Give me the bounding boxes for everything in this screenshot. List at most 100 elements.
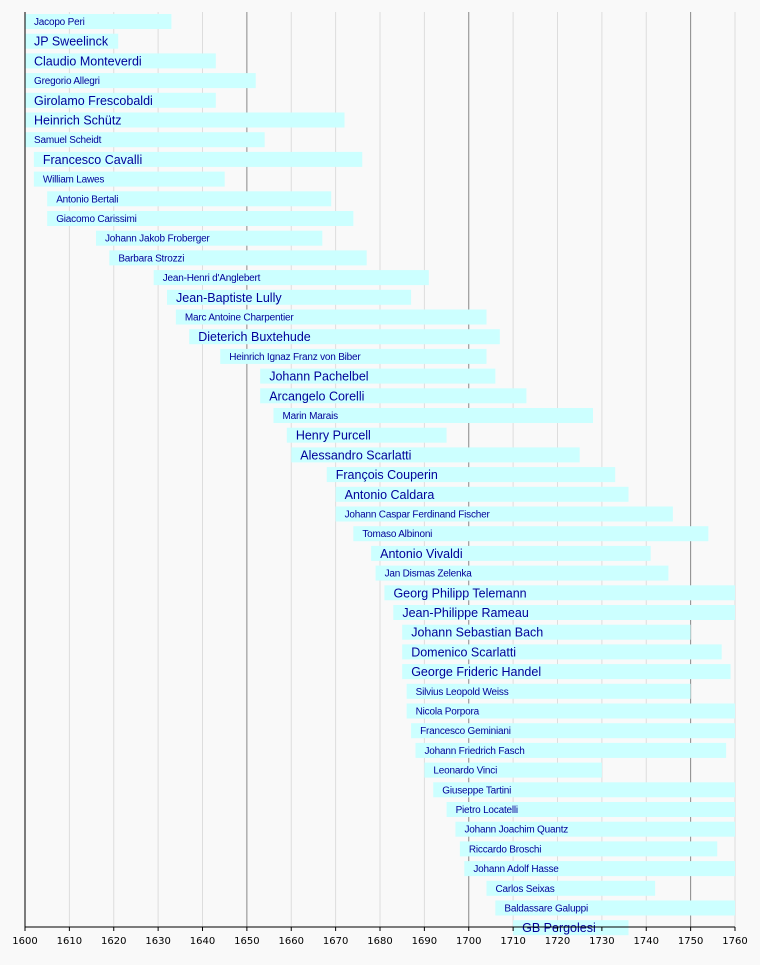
x-tick-label-1710: 1710 [500,936,525,947]
composer-label-7: Francesco Cavalli [43,153,142,167]
composer-label-20: Marin Marais [283,411,339,422]
bar-15 [175,309,487,325]
bar-23 [326,467,616,483]
bar-13 [153,270,429,286]
composer-label-27: Antonio Vivaldi [380,547,462,561]
composer-bars [25,14,735,936]
bar-22 [291,447,580,463]
bar-45 [495,900,735,916]
composer-label-11: Johann Jakob Froberger [105,234,210,245]
x-tick-label-1650: 1650 [234,936,259,947]
composer-label-31: Johann Sebastian Bach [411,626,543,640]
bar-41 [455,821,735,837]
bar-42 [459,841,718,857]
composer-label-9: Antonio Bertali [56,194,118,205]
bar-14 [167,289,412,305]
composer-label-34: Silvius Leopold Weiss [416,687,509,698]
composer-label-23: François Couperin [336,468,438,482]
bar-9 [47,191,332,207]
bar-7 [33,151,363,167]
composer-label-26: Tomaso Albinoni [362,529,432,540]
bar-39 [433,782,735,798]
composer-label-4: Girolamo Frescobaldi [34,94,153,108]
bar-34 [406,683,691,699]
composer-label-32: Domenico Scarlatti [411,645,516,659]
bar-10 [47,211,354,226]
composer-label-12: Barbara Strozzi [118,253,184,264]
bar-32 [402,644,722,660]
bar-24 [335,486,629,502]
x-tick-label-1660: 1660 [279,936,304,947]
composer-label-29: Georg Philipp Telemann [393,586,526,600]
bar-40 [446,802,735,817]
composer-labels: Jacopo Peri JP Sweelinck Claudio Monteverd… [34,17,596,935]
composer-label-43: Johann Adolf Hasse [473,864,559,875]
x-tick-label-1690: 1690 [412,936,437,947]
composer-label-17: Heinrich Ignaz Franz von Biber [229,352,361,363]
composer-label-1: JP Sweelinck [34,35,109,49]
composer-label-6: Samuel Scheidt [34,135,102,146]
bar-38 [424,762,602,778]
bar-29 [384,585,735,601]
x-tick-label-1760: 1760 [722,936,747,947]
bar-31 [402,624,691,640]
composer-label-36: Francesco Geminiani [420,726,511,737]
x-tick-label-1610: 1610 [57,936,82,947]
bar-11 [96,230,323,246]
bar-44 [486,880,656,896]
bar-20 [273,408,593,423]
composer-label-3: Gregorio Allegri [34,76,100,87]
composer-label-21: Henry Purcell [296,429,371,443]
composer-label-0: Jacopo Peri [34,17,85,28]
composer-label-19: Arcangelo Corelli [269,389,364,403]
x-tick-label-1750: 1750 [678,936,703,947]
bar-17 [220,348,487,364]
bar-12 [109,250,367,266]
bar-5 [25,112,345,128]
x-tick-label-1600: 1600 [12,936,37,947]
composer-label-10: Giacomo Carissimi [56,214,137,225]
x-tick-label-1680: 1680 [367,936,392,947]
bar-35 [406,703,735,719]
bar-37 [415,742,727,758]
composer-label-42: Riccardo Broschi [469,844,541,855]
x-tick-label-1670: 1670 [323,936,348,947]
bar-46 [513,920,629,936]
bar-2 [25,53,216,69]
x-tick-label-1620: 1620 [101,936,126,947]
bar-33 [402,664,731,680]
composer-label-18: Johann Pachelbel [269,370,368,384]
composer-label-38: Leonardo Vinci [433,766,497,777]
bar-28 [375,565,669,581]
bar-4 [25,92,216,108]
composer-label-2: Claudio Monteverdi [34,54,142,68]
composer-label-15: Marc Antoine Charpentier [185,313,294,324]
composer-label-33: George Frideric Handel [411,665,541,679]
bar-27 [371,545,651,561]
composer-label-25: Johann Caspar Ferdinand Fischer [345,510,491,521]
composer-label-5: Heinrich Schütz [34,114,122,128]
x-tick-label-1640: 1640 [190,936,215,947]
bar-16 [189,329,500,345]
bar-6 [25,132,265,148]
x-tick-label-1730: 1730 [589,936,614,947]
bar-19 [260,388,527,404]
composer-label-22: Alessandro Scarlatti [300,448,411,462]
bar-1 [25,33,119,49]
composer-label-8: William Lawes [43,175,105,186]
x-tick-label-1630: 1630 [145,936,170,947]
bar-30 [393,605,735,620]
composer-label-14: Jean-Baptiste Lully [176,291,282,305]
composer-label-45: Baldassare Galuppi [504,904,588,915]
composer-label-13: Jean-Henri d'Anglebert [163,273,261,284]
bar-3 [25,73,256,89]
composer-label-35: Nicola Porpora [416,707,480,718]
bar-43 [464,861,735,877]
composer-label-44: Carlos Seixas [496,884,555,895]
composer-label-16: Dieterich Buxtehude [198,330,311,344]
composer-label-28: Jan Dismas Zelenka [385,569,473,580]
composer-label-37: Johann Friedrich Fasch [425,746,525,757]
composer-label-40: Pietro Locatelli [456,805,518,816]
composer-label-24: Antonio Caldara [345,488,435,502]
